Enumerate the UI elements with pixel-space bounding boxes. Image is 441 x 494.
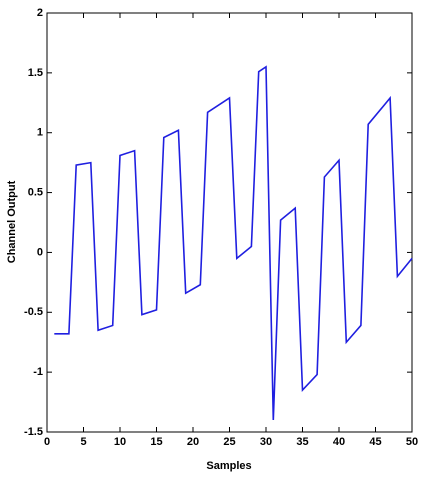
y-axis-label: Channel Output xyxy=(6,180,18,263)
y-tick-label: 0.5 xyxy=(28,186,43,198)
y-tick-label: 1 xyxy=(37,127,43,139)
x-tick-label: 5 xyxy=(80,436,86,448)
x-tick-label: 50 xyxy=(406,436,418,448)
y-tick-label: 2 xyxy=(37,7,43,19)
x-axis-label: Samples xyxy=(206,460,251,472)
x-tick-label: 40 xyxy=(333,436,345,448)
x-tick-label: 35 xyxy=(296,436,308,448)
y-tick-label: -1 xyxy=(33,366,43,378)
y-tick-label: 0 xyxy=(37,246,43,258)
y-tick-label: -0.5 xyxy=(24,306,43,318)
plot-frame xyxy=(46,12,413,433)
y-tick-label: 1.5 xyxy=(28,67,43,79)
x-tick-label: 0 xyxy=(44,436,50,448)
x-tick-label: 20 xyxy=(187,436,199,448)
x-tick-label: 25 xyxy=(223,436,235,448)
x-tick-label: 15 xyxy=(150,436,162,448)
x-tick-label: 10 xyxy=(114,436,126,448)
y-tick-label: -1.5 xyxy=(24,426,43,438)
x-tick-label: 30 xyxy=(260,436,272,448)
x-tick-label: 45 xyxy=(369,436,381,448)
data-line xyxy=(54,65,413,421)
